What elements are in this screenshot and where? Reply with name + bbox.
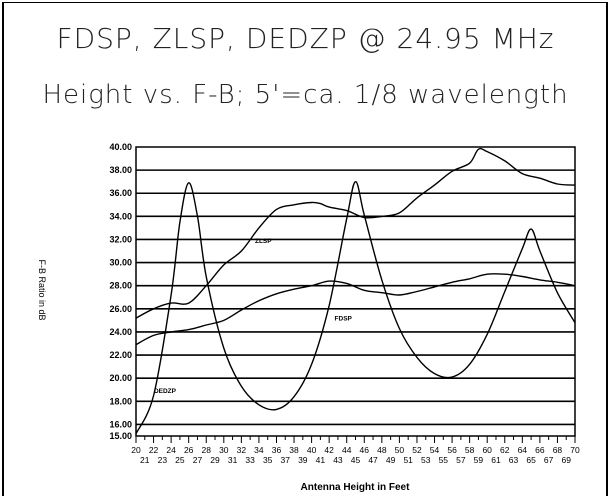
series-group (135, 147, 576, 435)
x-tick-label: 58 (465, 445, 475, 455)
series-line-dedzp (135, 180, 576, 435)
series-label: ZLSP (255, 238, 272, 245)
x-tick-label: 55 (439, 455, 449, 465)
x-tick-label: 49 (386, 455, 396, 465)
x-tick-label: 39 (298, 455, 308, 465)
y-tick-label: 24.00 (109, 327, 132, 337)
x-tick-label: 44 (342, 445, 352, 455)
x-tick-label: 64 (518, 445, 528, 455)
chart-title: FDSP, ZLSP, DEDZP @ 24.95 MHz (56, 22, 555, 55)
x-tick-label: 60 (482, 445, 492, 455)
x-tick-label: 21 (140, 455, 150, 465)
x-tick-label: 31 (228, 455, 238, 465)
x-tick-label: 43 (333, 455, 343, 465)
x-tick-label: 45 (351, 455, 361, 465)
y-axis-ticks: 15.00 16.00 18.00 20.00 22.00 24.00 26.00 28.00… (109, 142, 132, 441)
x-tick-label: 26 (184, 445, 194, 455)
y-tick-label: 38.00 (109, 165, 132, 175)
series-label: FDSP (335, 315, 353, 322)
x-tick-label: 33 (245, 455, 255, 465)
series-line-fdsp (135, 273, 576, 346)
x-tick-label: 69 (561, 455, 571, 465)
x-tick-label: 41 (316, 455, 326, 465)
y-tick-label: 16.00 (109, 419, 132, 429)
x-tick-label: 62 (500, 445, 510, 455)
y-tick-label: 34.00 (109, 211, 132, 221)
x-tick-label: 20 (131, 445, 141, 455)
y-tick-label: 22.00 (109, 350, 132, 360)
x-tick-label: 68 (553, 445, 563, 455)
x-tick-label: 27 (193, 455, 203, 465)
x-tick-label: 63 (509, 455, 519, 465)
series-line-zlsp (135, 147, 576, 319)
x-tick-label: 22 (149, 445, 159, 455)
x-tick-label: 52 (412, 445, 422, 455)
y-tick-label: 18.00 (109, 396, 132, 406)
x-tick-label: 25 (175, 455, 185, 465)
x-tick-label: 65 (526, 455, 536, 465)
x-tick-label: 50 (395, 445, 405, 455)
x-tick-label: 53 (421, 455, 431, 465)
x-tick-label: 36 (272, 445, 282, 455)
x-tick-label: 66 (535, 445, 545, 455)
x-tick-label: 54 (430, 445, 440, 455)
y-tick-label: 40.00 (109, 142, 132, 152)
x-tick-label: 23 (158, 455, 168, 465)
y-tick-label: 36.00 (109, 188, 132, 198)
chart-subtitle: Height vs. F-B; 5'=ca. 1/8 wavelength (42, 80, 569, 110)
x-axis-label: Antenna Height in Feet (301, 482, 411, 493)
series-label: DEDZP (154, 388, 177, 395)
grid (136, 169, 575, 426)
x-tick-label: 51 (403, 455, 413, 465)
annotations: ZLSP FDSP DEDZP (154, 238, 353, 395)
y-tick-label: 26.00 (109, 304, 132, 314)
x-tick-label: 35 (263, 455, 273, 465)
x-tick-label: 40 (307, 445, 317, 455)
x-tick-label: 70 (570, 445, 580, 455)
x-tick-label: 46 (360, 445, 370, 455)
x-tick-label: 34 (254, 445, 264, 455)
x-tick-label: 47 (368, 455, 378, 465)
x-tick-label: 24 (166, 445, 176, 455)
x-tick-label: 42 (324, 445, 334, 455)
x-tick-label: 29 (210, 455, 220, 465)
y-tick-label: 30.00 (109, 258, 132, 268)
x-tick-label: 37 (281, 455, 291, 465)
x-tick-label: 38 (289, 445, 299, 455)
x-tick-label: 61 (491, 455, 501, 465)
y-tick-label: 32.00 (109, 234, 132, 244)
x-tick-label: 67 (544, 455, 554, 465)
x-tick-label: 56 (447, 445, 457, 455)
y-tick-label: 15.00 (109, 431, 132, 441)
y-tick-label: 20.00 (109, 373, 132, 383)
x-axis-ticks: 20 22 24 26 28 30 32 34 36 38 40 42 44 46 48 50 52 54 56 58… (131, 436, 580, 465)
x-tick-label: 48 (377, 445, 387, 455)
x-tick-label: 30 (219, 445, 229, 455)
x-tick-label: 28 (202, 445, 212, 455)
x-tick-label: 32 (237, 445, 247, 455)
y-axis-label: F-B Ratio in dB (37, 259, 47, 320)
x-tick-label: 59 (474, 455, 484, 465)
y-tick-label: 28.00 (109, 281, 132, 291)
x-tick-label: 57 (456, 455, 466, 465)
